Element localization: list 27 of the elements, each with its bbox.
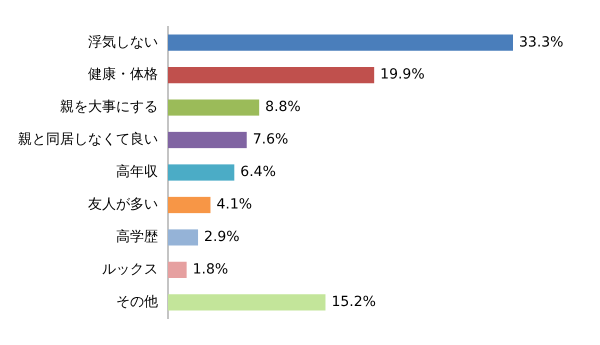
data-label: 33.3% — [519, 34, 564, 50]
y-tick-label: 浮気しない — [88, 34, 158, 50]
bar — [168, 294, 326, 310]
data-label: 8.8% — [265, 99, 301, 116]
bar — [168, 132, 247, 148]
data-label: 7.6% — [252, 132, 288, 148]
data-label: 2.9% — [204, 229, 240, 246]
y-tick-label: 健康・体格 — [88, 66, 158, 83]
bar — [168, 99, 260, 116]
bar — [168, 229, 198, 246]
bar — [168, 262, 187, 278]
bar — [168, 66, 374, 84]
y-tick-label: 高年収 — [116, 164, 158, 180]
data-label: 15.2% — [331, 294, 376, 310]
y-tick-label: 親と同居しなくて良い — [18, 132, 158, 148]
data-label: 6.4% — [240, 164, 276, 180]
data-label: 19.9% — [380, 66, 425, 83]
data-label: 4.1% — [216, 196, 252, 213]
y-tick-label: 友人が多い — [88, 196, 158, 213]
y-tick-label: 親を大事にする — [60, 99, 158, 116]
y-tick-label: ルックス — [102, 262, 158, 278]
data-label: 1.8% — [192, 262, 228, 278]
y-tick-label: その他 — [116, 294, 158, 310]
bar — [168, 164, 234, 181]
bar — [168, 34, 513, 51]
bar — [168, 196, 210, 214]
y-tick-label: 高学歴 — [116, 229, 158, 246]
